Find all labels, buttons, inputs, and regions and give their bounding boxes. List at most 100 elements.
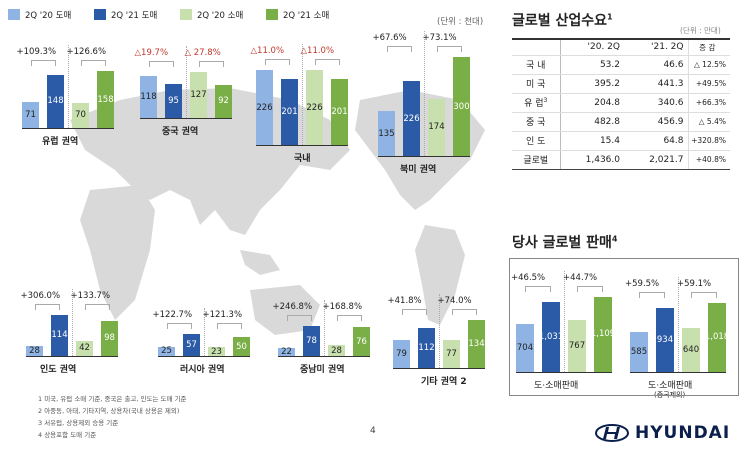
unit-label: (단위 : 천대) xyxy=(437,17,484,27)
table-row: 국 내 53.2 46.6 △ 12.5% xyxy=(512,55,730,75)
bar-value-label: 95 xyxy=(168,95,179,106)
growth-label: +41.8% xyxy=(387,295,422,306)
value-cell: 64.8 xyxy=(624,131,688,151)
bar-value-label: 174 xyxy=(428,122,445,133)
growth-bracket xyxy=(30,60,56,67)
legend-swatch xyxy=(94,9,106,20)
growth-bracket xyxy=(34,303,60,310)
bar-value-label: 42 xyxy=(79,343,90,354)
bar: 201 xyxy=(331,78,348,145)
bar: 42 xyxy=(76,340,93,356)
growth-bracket xyxy=(264,59,290,66)
header-cell: '20. 2Q xyxy=(560,39,624,56)
separator xyxy=(564,270,565,372)
bar-value-label: 98 xyxy=(104,333,115,344)
region-label: 중국 권역 xyxy=(162,127,199,137)
bar-value-label: 640 xyxy=(682,345,700,356)
growth-label: △ 27.8% xyxy=(184,48,221,59)
region-name: 글로벌 xyxy=(523,156,549,166)
footnote: 2 아중동, 아태, 기타지역, 상용차(국내 상용은 제외) xyxy=(38,407,180,415)
value-cell: 204.8 xyxy=(560,93,624,113)
legend: 2Q '20 도매 2Q '21 도매 2Q '20 소매 2Q '21 소매 xyxy=(8,8,352,21)
baseline xyxy=(26,356,118,357)
bar: 1,031 xyxy=(539,301,563,372)
bar-value-label: 114 xyxy=(51,330,68,341)
separator xyxy=(68,45,69,128)
value-cell: 46.6 xyxy=(624,55,688,75)
region-label: 유럽 권역 xyxy=(42,137,79,147)
bar-value-label: 78 xyxy=(306,336,317,347)
bar-value-label: 57 xyxy=(186,340,197,351)
bar: 201 xyxy=(281,78,298,145)
legend-label: 2Q '21 소매 xyxy=(283,10,330,21)
baseline xyxy=(158,356,250,357)
value-cell: 340.6 xyxy=(624,93,688,113)
separator xyxy=(204,308,205,356)
bar: 28 xyxy=(26,345,43,356)
table-header-row: '20. 2Q '21. 2Q 증 감 xyxy=(512,39,730,56)
bar-value-label: 201 xyxy=(331,106,348,117)
value-cell: 441.3 xyxy=(624,74,688,94)
bar-value-label: 1,109 xyxy=(590,329,616,340)
bar-value-label: 70 xyxy=(75,110,86,121)
legend-item: 2Q '20 도매 xyxy=(8,8,94,21)
region-sup: 3 xyxy=(543,97,548,104)
header-cell: 증 감 xyxy=(687,39,730,56)
bar: 25 xyxy=(158,346,175,356)
region-name: 유 럽 xyxy=(524,99,544,109)
growth-bracket xyxy=(286,315,312,322)
change-cell: +66.3% xyxy=(687,93,730,113)
baseline xyxy=(516,372,612,373)
region-cell: 글로벌 xyxy=(512,149,561,170)
bar-value-label: 118 xyxy=(140,91,157,102)
bar: 226 xyxy=(306,70,323,145)
bar-value-label: 50 xyxy=(236,341,247,352)
bar-value-label: 28 xyxy=(331,345,342,356)
bar: 174 xyxy=(428,98,445,156)
growth-bracket xyxy=(639,291,665,298)
regional-chart: 118 95 127 92 △19.7% △ 27.8% 중국 권역 xyxy=(135,0,232,455)
region-name: 국 내 xyxy=(526,61,546,71)
region-label: 인도 권역 xyxy=(40,365,77,375)
legend-item: 2Q '21 도매 xyxy=(94,8,180,21)
region-label: 도·소매판매 xyxy=(648,381,693,391)
bar: 1,018 xyxy=(704,302,730,372)
bar-value-label: 77 xyxy=(446,349,457,360)
growth-bracket xyxy=(525,285,551,292)
bar-value-label: 28 xyxy=(29,345,40,356)
bar-value-label: 71 xyxy=(25,110,36,121)
legend-swatch xyxy=(266,9,278,20)
bar-value-label: 134 xyxy=(468,338,485,349)
bar: 77 xyxy=(443,340,460,368)
bar-value-label: 201 xyxy=(281,106,298,117)
baseline xyxy=(256,145,348,146)
growth-bracket xyxy=(216,323,242,330)
change-cell: △ 12.5% xyxy=(687,55,730,75)
bar-value-label: 79 xyxy=(396,348,407,359)
baseline xyxy=(278,356,370,357)
bar-value-label: 1,018 xyxy=(704,332,730,343)
legend-swatch xyxy=(8,9,20,20)
bar-value-label: 76 xyxy=(356,336,367,347)
value-cell: 456.9 xyxy=(624,112,688,132)
company-sales-title-sup: 4 xyxy=(611,234,618,244)
bar: 704 xyxy=(516,324,534,372)
value-cell: 53.2 xyxy=(560,55,624,75)
growth-label: +44.7% xyxy=(563,272,598,283)
bar: 23 xyxy=(208,347,225,357)
regional-chart: 22 78 28 76 +246.8% +168.8% 중남미 권역 xyxy=(273,0,370,455)
bar: 76 xyxy=(353,327,370,356)
region-cell: 미 국 xyxy=(512,74,561,94)
bar: 79 xyxy=(393,339,410,368)
industry-title-text: 글로벌 산업수요 xyxy=(512,13,608,29)
bar: 28 xyxy=(328,345,345,356)
growth-label: △19.7% xyxy=(134,48,169,59)
table-row: 인 도 15.4 64.8 +320.8% xyxy=(512,131,730,151)
industry-unit: (단위 : 만대) xyxy=(680,26,721,35)
bar: 767 xyxy=(568,319,586,372)
footnote: 3 서유럽, 상용제외 승용 기준 xyxy=(38,419,119,427)
growth-bracket xyxy=(84,303,110,310)
bar: 226 xyxy=(403,81,420,156)
bar: 300 xyxy=(453,57,470,156)
growth-label: +306.0% xyxy=(20,290,61,301)
